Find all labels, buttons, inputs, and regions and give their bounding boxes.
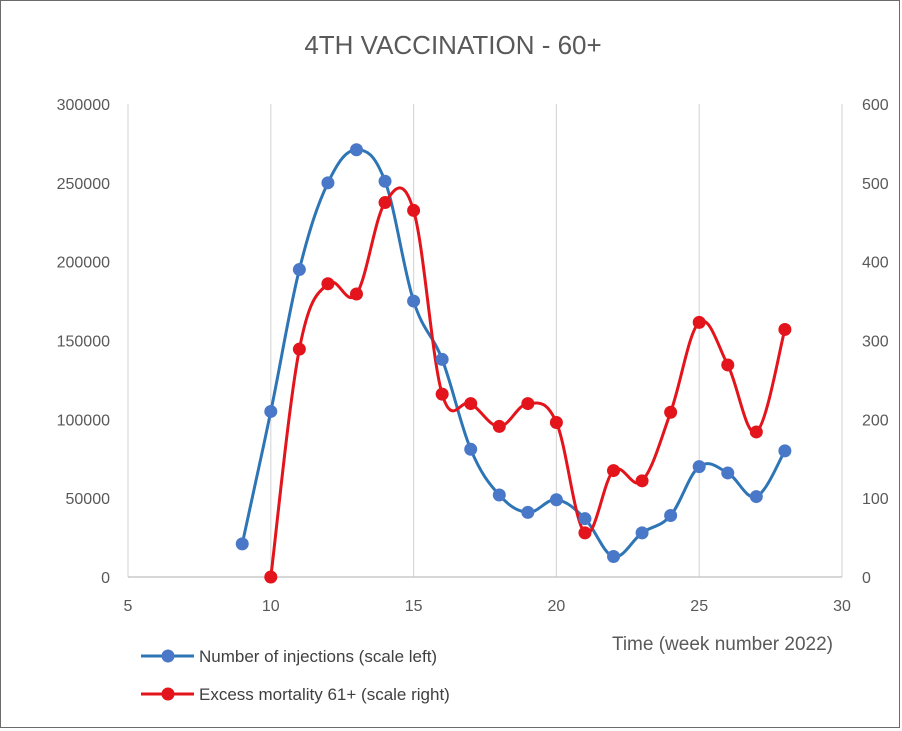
x-tick-label-2: 15: [405, 598, 423, 615]
series-0-point-17: [721, 466, 735, 480]
left-tick-label-0: 0: [101, 570, 110, 587]
right-tick-label-4: 400: [862, 255, 889, 272]
series-0-point-7: [435, 352, 449, 366]
series-1-point-18: [778, 322, 792, 336]
series-1-point-8: [492, 419, 506, 433]
series-0-point-8: [464, 442, 478, 456]
series-0-point-10: [521, 505, 535, 519]
series-points: [235, 143, 792, 584]
series-1-point-7: [464, 397, 478, 411]
series-1-point-11: [578, 526, 592, 540]
series-0-point-0: [235, 537, 249, 551]
series-0-point-15: [664, 509, 678, 523]
left-axis-ticks: 0 50000 100000 150000 200000 250000 300000: [57, 97, 110, 587]
series-1-point-16: [721, 358, 735, 372]
left-tick-label-2: 100000: [57, 412, 110, 429]
series-0-point-16: [692, 460, 706, 474]
series-lines: [240, 148, 787, 579]
series-0-point-14: [635, 526, 649, 540]
series-line-0: [240, 148, 787, 559]
legend-item-injections: Number of injections (scale left): [141, 647, 437, 666]
series-0-point-9: [492, 488, 506, 502]
series-0-point-2: [292, 263, 306, 277]
series-0-point-6: [407, 294, 421, 308]
series-0-point-18: [749, 490, 763, 504]
series-0-point-1: [264, 404, 278, 418]
x-tick-label-0: 5: [124, 598, 133, 615]
left-tick-label-3: 150000: [57, 334, 110, 351]
legend-swatch-injections-marker: [161, 649, 175, 663]
chart-title: 4TH VACCINATION - 60+: [304, 30, 601, 60]
grid-lines: [127, 104, 843, 577]
x-axis-ticks: 5 10 15 20 25 30: [124, 598, 851, 615]
right-tick-label-0: 0: [862, 570, 871, 587]
series-1-point-0: [264, 570, 278, 584]
right-tick-label-5: 500: [862, 176, 889, 193]
legend-label-mortality: Excess mortality 61+ (scale right): [199, 685, 450, 704]
legend-item-mortality: Excess mortality 61+ (scale right): [141, 685, 450, 704]
left-tick-label-5: 250000: [57, 176, 110, 193]
series-1-point-6: [435, 387, 449, 401]
series-0-point-4: [349, 143, 363, 157]
legend-swatch-mortality-marker: [161, 687, 175, 701]
legend: Number of injections (scale left) Excess…: [141, 647, 450, 704]
series-0-point-13: [607, 550, 621, 564]
x-axis-label: Time (week number 2022): [612, 634, 833, 655]
series-1-point-2: [321, 277, 335, 291]
series-0-point-19: [778, 444, 792, 458]
series-1-point-4: [378, 196, 392, 210]
x-tick-label-1: 10: [262, 598, 280, 615]
series-1-point-9: [521, 397, 535, 411]
right-tick-label-2: 200: [862, 412, 889, 429]
series-0-point-12: [578, 512, 592, 526]
legend-label-injections: Number of injections (scale left): [199, 647, 437, 666]
right-tick-label-6: 600: [862, 97, 889, 114]
series-1-point-12: [607, 464, 621, 478]
right-axis-ticks: 0 100 200 300 400 500 600: [862, 97, 889, 587]
series-0-point-5: [378, 174, 392, 188]
series-1-point-1: [292, 342, 306, 356]
series-0-point-11: [549, 493, 563, 507]
x-tick-label-5: 30: [833, 598, 851, 615]
x-tick-label-4: 25: [690, 598, 708, 615]
series-1-point-5: [407, 203, 421, 217]
right-tick-label-1: 100: [862, 491, 889, 508]
series-1-point-14: [664, 405, 678, 419]
left-tick-label-6: 300000: [57, 97, 110, 114]
series-1-point-17: [749, 425, 763, 439]
series-1-point-10: [549, 415, 563, 429]
left-tick-label-1: 50000: [66, 491, 111, 508]
series-1-point-3: [349, 287, 363, 301]
series-1-point-13: [635, 474, 649, 488]
series-1-point-15: [692, 315, 706, 329]
series-0-point-3: [321, 176, 335, 190]
right-tick-label-3: 300: [862, 334, 889, 351]
left-tick-label-4: 200000: [57, 255, 110, 272]
x-tick-label-3: 20: [548, 598, 566, 615]
